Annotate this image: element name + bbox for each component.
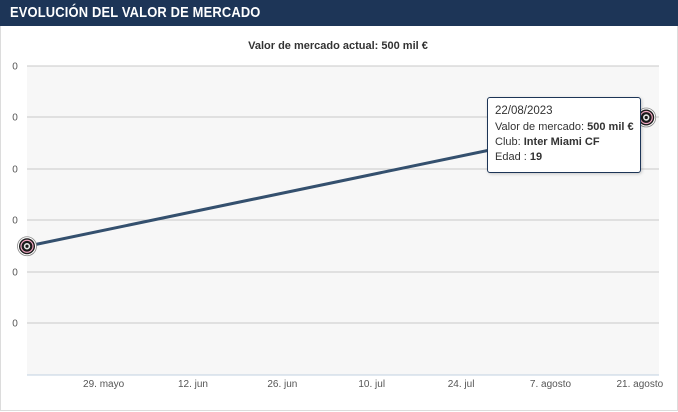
- x-tick-label: 21. agosto: [616, 379, 663, 390]
- y-tick-label: 0: [12, 62, 18, 73]
- y-tick-label: 0: [12, 113, 18, 124]
- chart-title: Valor de mercado actual: 500 mil €: [248, 40, 428, 52]
- section-header: EVOLUCIÓN DEL VALOR DE MERCADO: [0, 0, 678, 26]
- tooltip-value: 500 mil €: [587, 121, 634, 133]
- y-tick-label: 0: [12, 268, 18, 279]
- y-tick-label: 0: [12, 216, 18, 227]
- x-axis-labels: 29. mayo 12. jun 26. jun 10. jul 24. jul 7. a…: [83, 379, 664, 390]
- inter-miami-crest-icon[interactable]: [636, 107, 657, 128]
- x-tick-label: 26. jun: [267, 379, 297, 390]
- x-tick-label: 29. mayo: [83, 379, 125, 390]
- tooltip-age-label: Edad :: [495, 151, 527, 163]
- data-point-tooltip: 22/08/2023 Valor de mercado: 500 mil € C…: [487, 97, 641, 173]
- market-value-chart: Valor de mercado actual: 500 mil € 00000…: [12, 40, 664, 390]
- tooltip-value-row: Valor de mercado: 500 mil €: [495, 120, 640, 135]
- x-tick-label: 24. jul: [448, 379, 475, 390]
- x-tick-label: 12. jun: [178, 379, 208, 390]
- tooltip-age: 19: [529, 151, 543, 163]
- y-axis-labels: 0 0 0 0 0 0: [12, 62, 18, 330]
- inter-miami-crest-icon[interactable]: [17, 236, 37, 257]
- y-tick-label: 0: [12, 319, 18, 330]
- x-tick-label: 10. jul: [358, 379, 385, 390]
- grid-lines: [27, 65, 659, 376]
- marker-layer[interactable]: [17, 107, 657, 257]
- tooltip-club: Inter Miami CF: [523, 136, 600, 148]
- tooltip-date: 22/08/2023: [495, 105, 553, 117]
- section-title: EVOLUCIÓN DEL VALOR DE MERCADO: [10, 4, 261, 21]
- tooltip-value-label: Valor de mercado:: [495, 121, 585, 133]
- tooltip-club-row: Club: Inter Miami CF: [495, 135, 640, 150]
- x-tick-label: 7. agosto: [530, 379, 572, 390]
- tooltip-club-label: Club:: [495, 136, 521, 148]
- tooltip-age-row: Edad : 19: [495, 150, 640, 165]
- y-tick-label: 0: [12, 165, 18, 176]
